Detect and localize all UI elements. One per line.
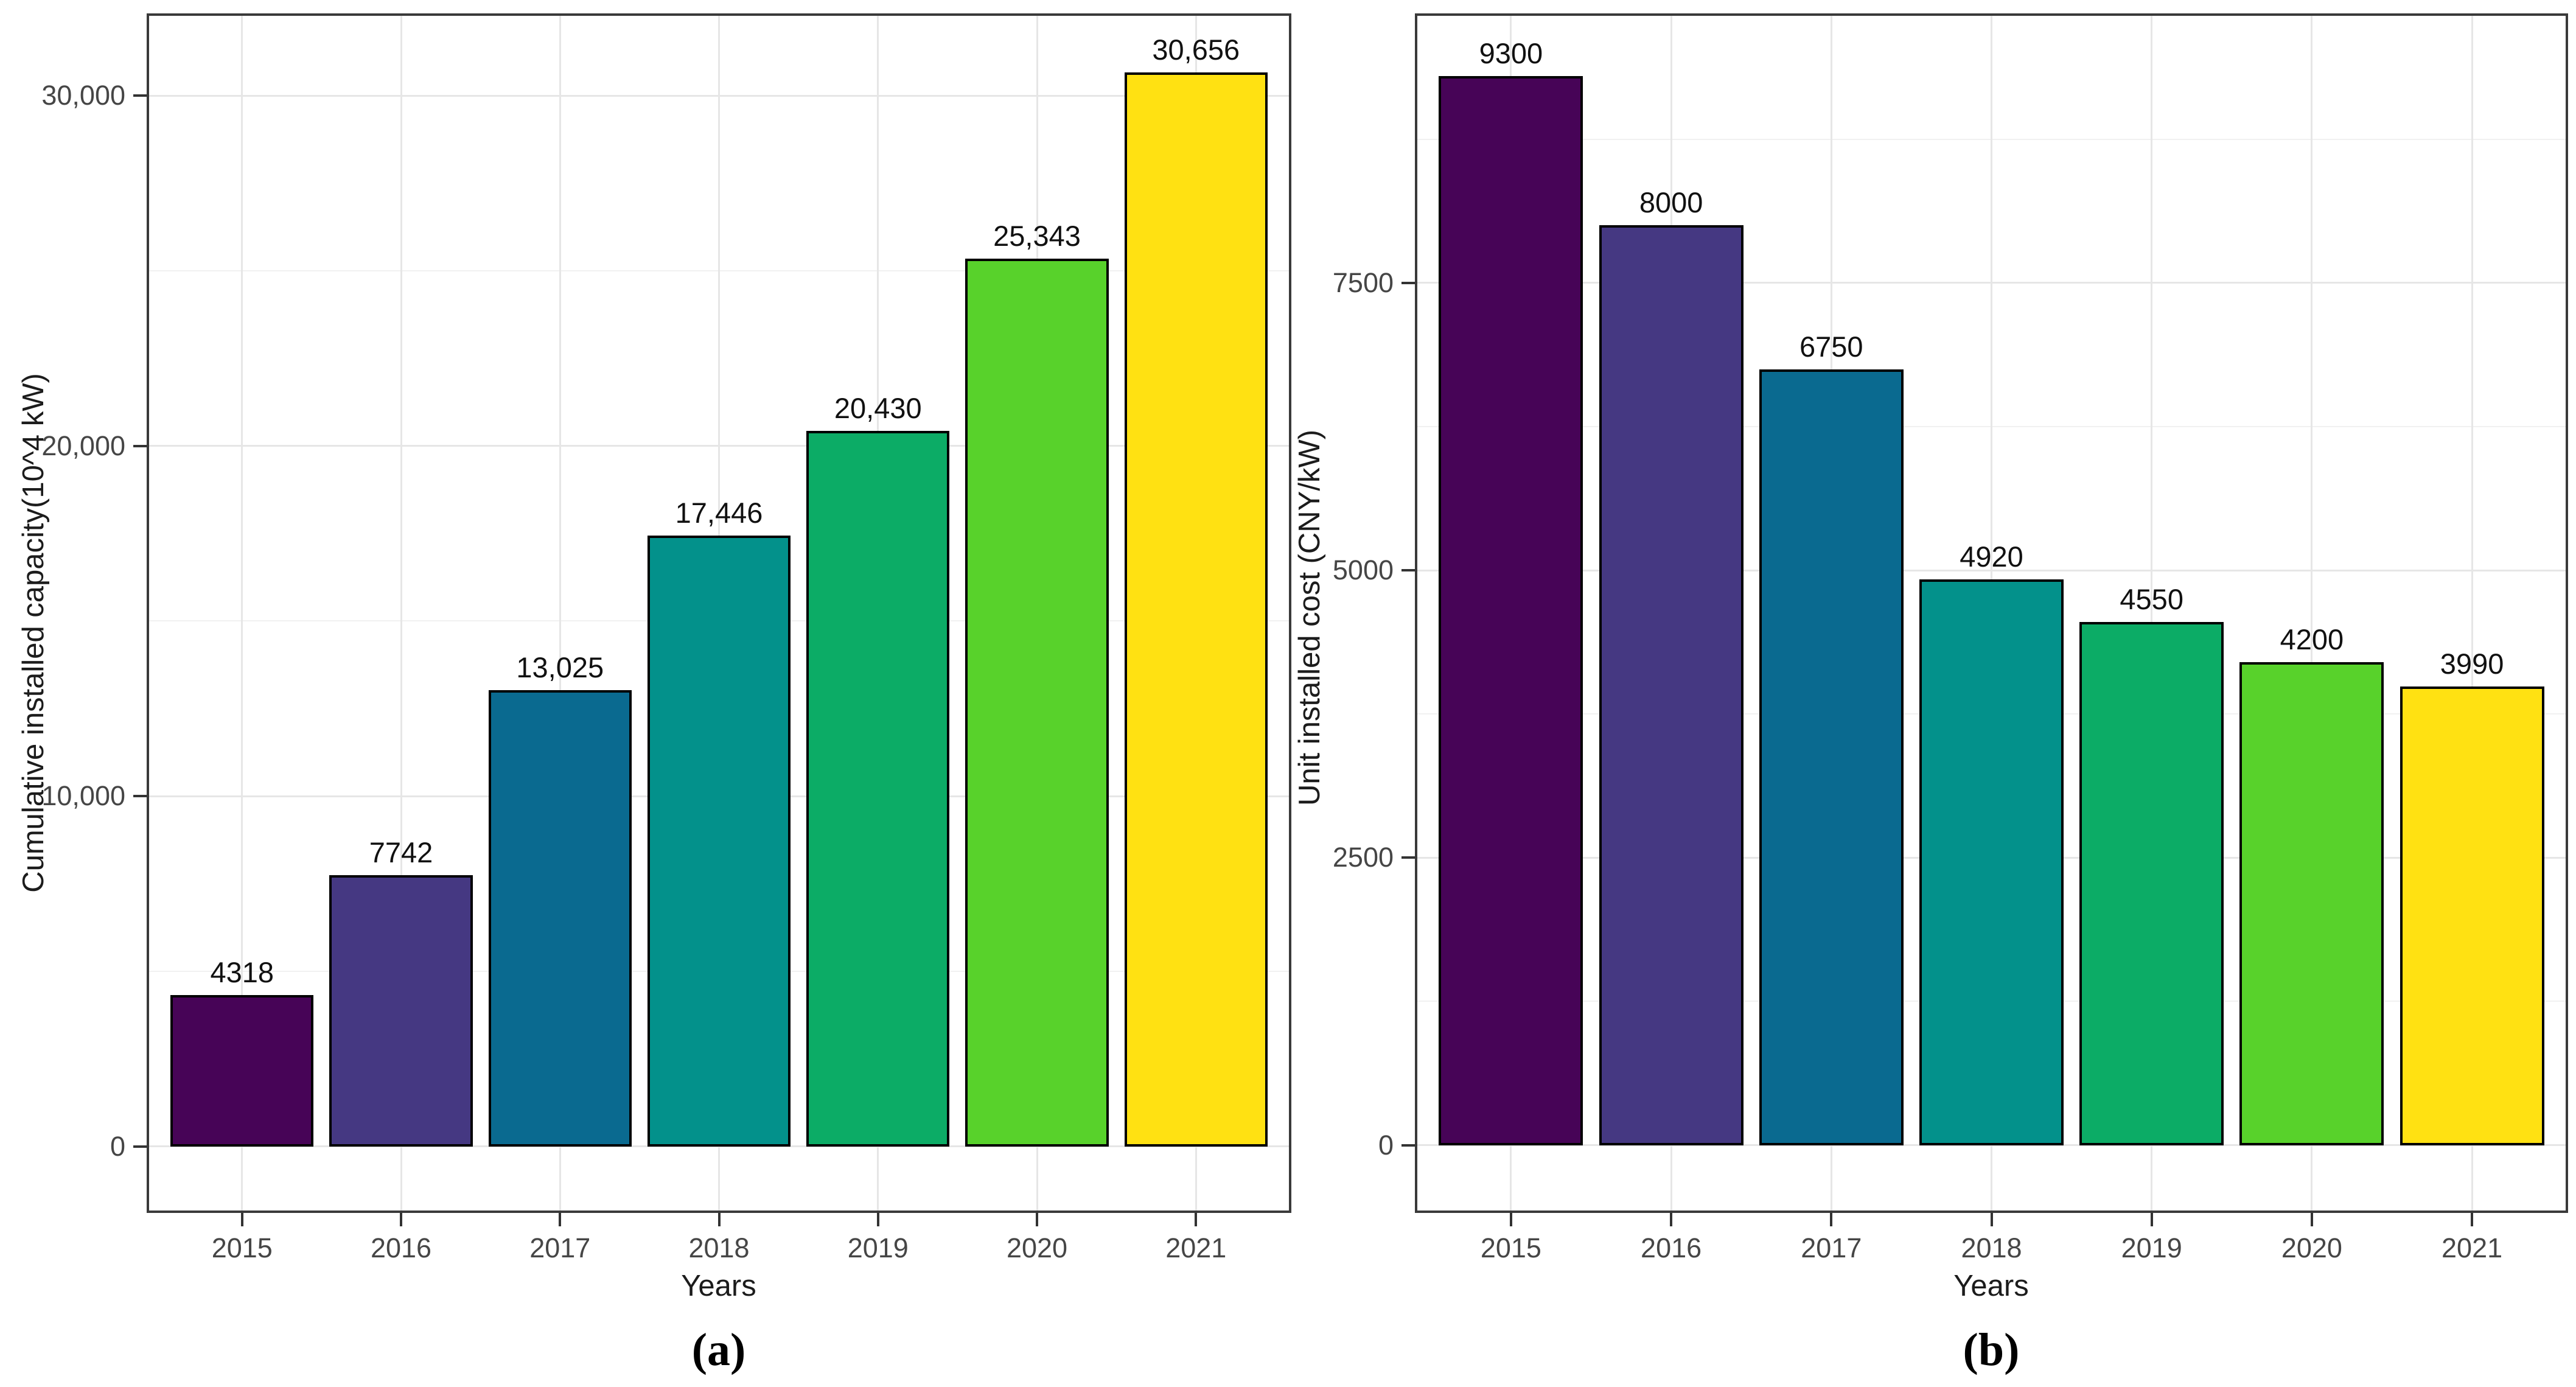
x-axis-tick <box>876 1213 879 1226</box>
x-axis-title-right: Years <box>1953 1270 2029 1302</box>
x-axis-tick <box>1830 1213 1833 1226</box>
y-axis-tick-label: 30,000 <box>41 80 125 111</box>
y-axis-tick-label: 5000 <box>1332 554 1394 586</box>
y-axis-tick <box>133 444 147 447</box>
x-axis-tick <box>2471 1213 2474 1226</box>
y-axis-tick-label: 7500 <box>1332 267 1394 298</box>
x-axis-tick-label: 2018 <box>1961 1232 2022 1263</box>
x-axis-tick-label: 2015 <box>1480 1232 1541 1263</box>
bar-2018 <box>1919 579 2064 1145</box>
gridline-vertical <box>2471 13 2473 1213</box>
x-axis-tick-label: 2019 <box>2121 1232 2182 1263</box>
x-axis-tick <box>1990 1213 1993 1226</box>
x-axis-tick <box>2150 1213 2153 1226</box>
bar-2015 <box>1439 75 1583 1145</box>
plot-panel <box>147 13 1291 1213</box>
bar-value-label: 3990 <box>2440 647 2504 680</box>
gridline-vertical <box>241 13 243 1213</box>
gridline-vertical <box>559 13 561 1213</box>
bar-value-label: 4920 <box>1960 540 2023 573</box>
x-axis-title-left: Years <box>681 1270 756 1302</box>
y-axis-tick <box>1401 281 1415 284</box>
plot-panel <box>1415 13 2568 1213</box>
bar-2015 <box>170 995 314 1147</box>
y-axis-tick-label: 20,000 <box>41 430 125 461</box>
bar-value-label: 13,025 <box>516 651 604 684</box>
bar-2016 <box>329 875 473 1147</box>
bar-value-label: 4318 <box>210 956 274 989</box>
bar-value-label: 30,656 <box>1152 33 1240 66</box>
bar-2020 <box>965 259 1109 1147</box>
y-axis-tick <box>1401 856 1415 859</box>
x-axis-tick-label: 2017 <box>529 1232 591 1263</box>
bar-2016 <box>1599 225 1744 1145</box>
x-axis-tick-label: 2020 <box>2281 1232 2342 1263</box>
bar-2019 <box>806 430 950 1147</box>
x-axis-tick-label: 2019 <box>847 1232 909 1263</box>
gridline-vertical <box>2151 13 2153 1213</box>
x-axis-tick-label: 2016 <box>370 1232 432 1263</box>
y-axis-tick <box>133 94 147 97</box>
y-axis-tick <box>133 1145 147 1148</box>
x-axis-tick-label: 2018 <box>688 1232 750 1263</box>
y-axis-tick <box>1401 1144 1415 1147</box>
bar-value-label: 7742 <box>369 836 433 869</box>
x-axis-tick <box>1036 1213 1038 1226</box>
y-axis-tick-label: 0 <box>1378 1129 1394 1161</box>
subfigure-caption-b: (b) <box>1963 1324 2020 1375</box>
x-axis-tick-label: 2015 <box>211 1232 273 1263</box>
bar-2020 <box>2239 662 2384 1145</box>
x-axis-tick-label: 2020 <box>1006 1232 1068 1263</box>
subfigure-caption-a: (a) <box>691 1324 746 1375</box>
y-axis-tick-label: 10,000 <box>41 780 125 812</box>
y-axis-tick <box>1401 569 1415 572</box>
x-axis-tick <box>1195 1213 1198 1226</box>
bar-value-label: 17,446 <box>675 496 763 529</box>
bar-2021 <box>1124 72 1268 1147</box>
bar-value-label: 9300 <box>1479 37 1543 69</box>
gridline-vertical <box>400 13 402 1213</box>
bar-value-label: 4550 <box>2120 583 2183 616</box>
y-axis-tick-label: 0 <box>110 1130 125 1162</box>
bar-value-label: 8000 <box>1639 186 1703 219</box>
bar-2021 <box>2400 686 2544 1145</box>
y-axis-tick <box>133 795 147 798</box>
x-axis-tick <box>717 1213 721 1226</box>
x-axis-tick <box>1670 1213 1673 1226</box>
x-axis-tick-label: 2021 <box>2442 1232 2503 1263</box>
bar-value-label: 6750 <box>1799 330 1863 363</box>
x-axis-tick <box>400 1213 402 1226</box>
bar-value-label: 4200 <box>2280 623 2344 656</box>
y-axis-tick-label: 2500 <box>1332 842 1394 873</box>
bar-value-label: 25,343 <box>993 220 1081 253</box>
x-axis-tick <box>2310 1213 2313 1226</box>
x-axis-tick <box>240 1213 243 1226</box>
bar-value-label: 20,430 <box>834 391 922 424</box>
bar-2019 <box>2079 622 2224 1145</box>
bar-2017 <box>1759 369 1904 1145</box>
gridline-vertical <box>2311 13 2313 1213</box>
bar-2017 <box>488 690 632 1147</box>
x-axis-tick <box>559 1213 562 1226</box>
y-axis-title-right: Unit installed cost (CNY/kW) <box>1293 429 1326 806</box>
x-axis-tick-label: 2016 <box>1641 1232 1702 1263</box>
bar-2018 <box>647 535 791 1147</box>
x-axis-tick-label: 2017 <box>1801 1232 1862 1263</box>
x-axis-tick <box>1509 1213 1512 1226</box>
x-axis-tick-label: 2021 <box>1165 1232 1227 1263</box>
